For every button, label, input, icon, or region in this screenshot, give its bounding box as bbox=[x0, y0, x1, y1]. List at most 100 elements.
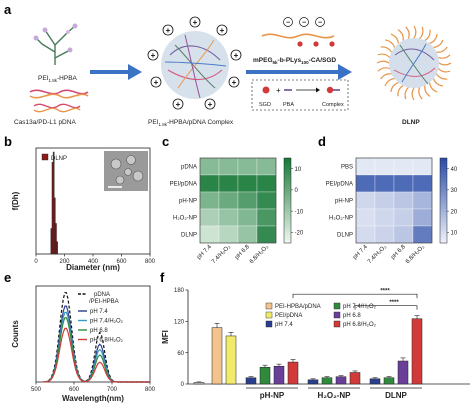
panel-c-colorbar-segment bbox=[284, 160, 291, 165]
pba-label: PBA bbox=[283, 102, 294, 108]
bar bbox=[287, 361, 299, 385]
tem-particle bbox=[124, 168, 132, 176]
corona-strand bbox=[436, 46, 448, 53]
panel-c-colorbar-label: -10 bbox=[295, 209, 304, 215]
legend-label: PEI/pDNA bbox=[275, 313, 302, 319]
panel-d-cell bbox=[393, 174, 414, 193]
corona-strand bbox=[377, 67, 390, 72]
panel-d-cell bbox=[355, 174, 376, 193]
panel-d-colorbar-segment bbox=[440, 172, 447, 176]
charge-plus-1: + bbox=[166, 26, 171, 35]
reaction-plus: + bbox=[276, 86, 281, 95]
x-tick-label: 800 bbox=[145, 387, 156, 393]
bar bbox=[397, 360, 409, 385]
panel-d-colorbar-segment bbox=[440, 203, 447, 207]
corona-strand bbox=[376, 60, 390, 64]
bar bbox=[383, 377, 395, 385]
panel-d-col-label: 7.4/H₂O₂ bbox=[367, 244, 388, 265]
legend-swatch bbox=[333, 311, 341, 319]
significance-stars: **** bbox=[389, 300, 399, 306]
legend-label: pDNA bbox=[94, 292, 110, 298]
complex-label-post: -HPBA/pDNA Complex bbox=[167, 119, 234, 126]
tem-particle bbox=[126, 155, 136, 165]
charge-minus-3: − bbox=[318, 20, 322, 27]
panel-c-colorbar-segment bbox=[284, 237, 291, 241]
panel-d-colorbar-segment bbox=[440, 180, 447, 184]
panel-c-letter: c bbox=[162, 134, 169, 149]
panel-d-colorbar-segment bbox=[440, 166, 447, 170]
reaction-box: + SGD PBA Complex bbox=[251, 79, 349, 111]
panel-d-cell bbox=[412, 225, 433, 244]
panel-c-col-label: 7.4/H₂O₂ bbox=[211, 244, 232, 265]
legend-label: pH 6.8 bbox=[343, 313, 361, 319]
legend-swatch bbox=[333, 302, 341, 310]
panel-c-row-label: pDNA bbox=[181, 165, 197, 171]
charge-minus-2: − bbox=[302, 20, 306, 27]
panel-d-letter: d bbox=[318, 134, 326, 149]
panel-c-cell bbox=[218, 225, 239, 244]
panel-f-letter: f bbox=[160, 270, 165, 285]
x-tick-label: 500 bbox=[31, 387, 42, 393]
panel-d-cell bbox=[393, 191, 414, 210]
panel-c-colorbar-segment bbox=[284, 203, 291, 207]
panel-c-colorbar-segment bbox=[284, 211, 291, 216]
panel-c-cell bbox=[199, 157, 220, 176]
panel-c-colorbar-segment bbox=[284, 163, 291, 167]
panel-d-colorbar-segment bbox=[440, 237, 447, 241]
panel-d-colorbar-segment bbox=[440, 186, 447, 190]
corona-strand bbox=[432, 78, 444, 87]
x-axis-title: Diameter (nm) bbox=[66, 263, 120, 272]
panel-d-heatmap: PBS PEI/pDNA pH-NP H₂O₂-NP DLNP pH 7.47.4/H₂O… bbox=[326, 157, 458, 265]
legend-label: pH 7.4/H₂O₂ bbox=[90, 319, 124, 325]
bar bbox=[369, 378, 381, 385]
panel-c-colorbar-segment bbox=[284, 240, 291, 244]
bar bbox=[321, 377, 333, 385]
polymer-label-pre: mPEG bbox=[253, 57, 273, 64]
legend-label: pH 6.8/H₂O₂ bbox=[343, 322, 377, 328]
y-tick-label: 0 bbox=[181, 382, 185, 388]
panel-c-cell bbox=[237, 191, 258, 210]
polymer-subscript-2: 100 bbox=[301, 60, 309, 65]
x-axis-title: Wavelength(nm) bbox=[62, 394, 124, 403]
legend-label: pH 6.8 bbox=[90, 328, 108, 334]
panel-c-cell bbox=[256, 208, 277, 227]
panel-d-colorbar-segment bbox=[440, 160, 447, 165]
panel-c-cell bbox=[237, 208, 258, 227]
panel-d-cell bbox=[393, 157, 414, 176]
panel-c-colorbar-segment bbox=[284, 209, 291, 213]
panel-d-colorbar-segment bbox=[440, 206, 447, 210]
corona-strand bbox=[397, 29, 404, 41]
panel-c-cell bbox=[199, 191, 220, 210]
panel-c-col-label: pH 6.8 bbox=[234, 244, 251, 261]
corona-strand bbox=[438, 54, 451, 59]
charge-plus-9: + bbox=[151, 51, 156, 60]
charge-plus-4: + bbox=[234, 51, 239, 60]
panel-b-histogram: 0 200 400 600 800 Diameter (nm) f(Dh) DLNP bbox=[11, 147, 156, 272]
panel-d-colorbar-segment bbox=[440, 197, 447, 201]
complex-charges: + + + + + + + + + bbox=[147, 16, 242, 110]
panel-d-colorbar-segment bbox=[440, 211, 447, 216]
panel-c-row-label: PEI/pDNA bbox=[170, 182, 197, 188]
pei-suffix: -HPBA bbox=[57, 75, 78, 82]
panel-c-row-label: DLNP bbox=[181, 233, 197, 239]
panel-d-colorbar-segment bbox=[440, 234, 447, 238]
panel-c-colorbar-segment bbox=[284, 200, 291, 204]
panel-c-cell bbox=[199, 174, 220, 193]
panel-c-colorbar-segment bbox=[284, 231, 291, 235]
panel-c-colorbar-segment bbox=[284, 186, 291, 190]
sgd-label: SGD bbox=[259, 102, 271, 108]
panel-d-colorbar-segment bbox=[440, 228, 447, 233]
svg-text:PEI1.8k-HPBA/pDNA Complex: PEI1.8k-HPBA/pDNA Complex bbox=[148, 119, 234, 127]
panel-c-colorbar-segment bbox=[284, 197, 291, 201]
panel-c-colorbar-segment bbox=[284, 172, 291, 176]
group-label: DLNP bbox=[385, 391, 407, 400]
pdna-helix-illustration bbox=[29, 89, 89, 113]
dlnp-illustration bbox=[376, 25, 452, 101]
y-axis-title: Counts bbox=[11, 320, 20, 348]
panel-e-spectra: 500 600 700 800 Wavelength(nm) Counts pDNA/PEI… bbox=[11, 285, 156, 403]
panel-d-colorbar-segment bbox=[440, 189, 447, 193]
panel-c-colorbar-segment bbox=[284, 169, 291, 173]
panel-c-colorbar-segment bbox=[284, 194, 291, 199]
legend-label: PEI-HPBA/pDNA bbox=[275, 304, 321, 310]
significance-bracket bbox=[354, 305, 418, 310]
